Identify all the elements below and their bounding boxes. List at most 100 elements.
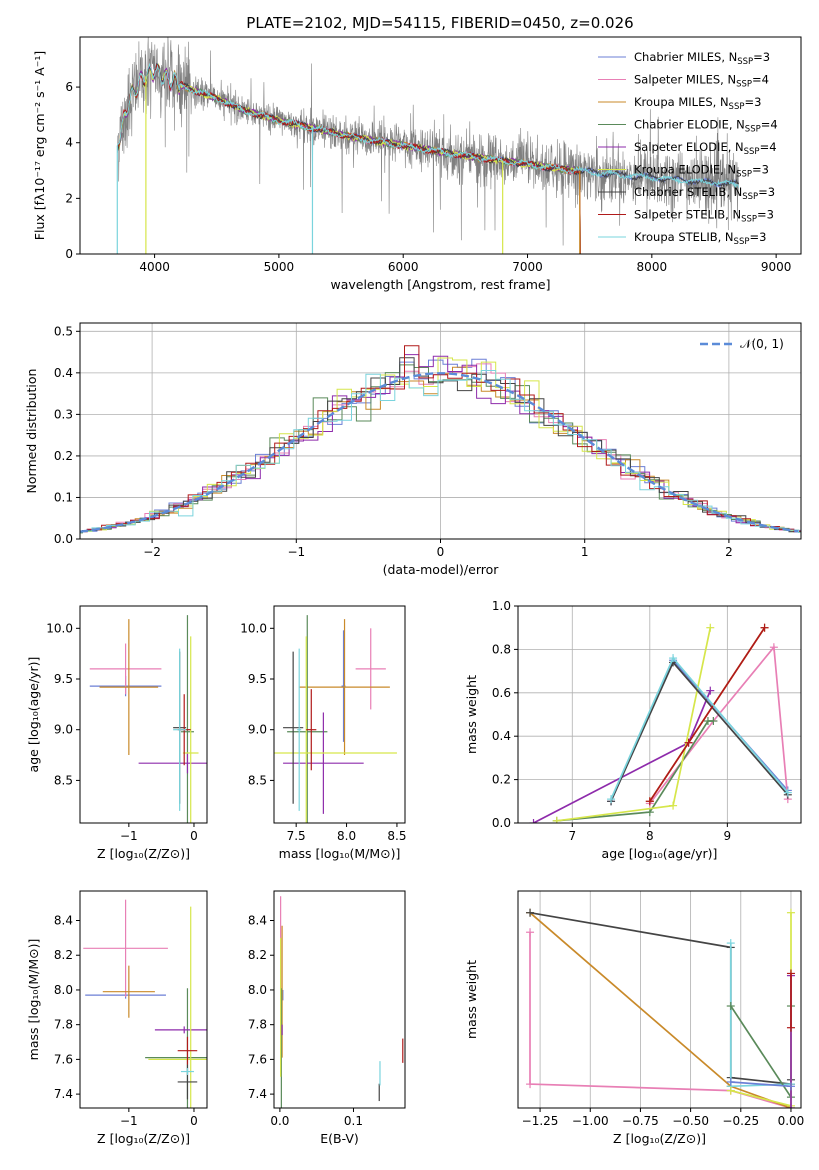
y-tick-label: 0.0 [492,816,511,830]
x-tick-label: 7 [568,829,576,843]
x-tick-label: −1 [287,545,305,559]
legend-entry: Chabrier MILES, NSSP=3 [634,50,770,67]
weight-line-kroupa-stelib [729,943,792,1088]
legend-value: =4 [752,73,769,87]
panel-mass_weight_vs_age: 7 8 9 0.0 0.2 0.4 0.6 0.8 1.0 age [log₁₀(age/yr)]… [464,599,802,861]
legend: Chabrier MILES, NSSP=3 Salpeter MILES, NS… [598,50,778,247]
legend-subscript: SSP [742,192,758,202]
legend-value: =3 [753,50,770,64]
y-tick-label: 10.0 [240,621,267,635]
x-axis-label: Z [log₁₀(Z/Z⊙)] [613,1131,706,1146]
model-line-kroupa-stelib [116,63,740,189]
y-tick-label: 0 [65,247,73,261]
y-axis-label: Normed distribution [24,369,39,494]
panel-age_vs_Z: −1 0 8.5 9.0 9.5 10.0 Z [log₁₀(Z/Z⊙)] age [log₁… [26,605,208,861]
y-tick-label: 0.5 [54,324,73,338]
x-tick-label: −1 [120,829,138,843]
y-tick-label: 7.4 [54,1087,73,1101]
legend-entry: Chabrier ELODIE, NSSP=4 [634,118,778,135]
legend-subscript: SSP [741,215,757,225]
plot-area [518,606,801,823]
x-tick-label: −0.25 [722,1114,759,1128]
y-tick-label: 7.6 [54,1052,73,1066]
y-tick-label: 9.0 [54,723,73,737]
legend: 𝒩(0, 1) [700,337,784,351]
y-tick-label: 6 [65,80,73,94]
panel-mass_vs_Z: −1 0 7.4 7.6 7.8 8.0 8.2 8.4 Z [log₁₀(Z/Z⊙)] mass… [26,890,208,1146]
y-tick-label: 8.5 [54,773,73,787]
y-tick-label: 0.8 [492,642,511,656]
x-tick-label: 8.0 [337,829,356,843]
legend-entry: Kroupa ELODIE, NSSP=3 [634,163,769,180]
y-tick-label: 9.5 [54,672,73,686]
plot-area [280,896,404,1108]
x-tick-label: −2 [143,545,161,559]
panel-residuals: −2 −1 0 1 2 0.0 0.1 0.2 0.3 0.4 0.5 (data-model)/er… [24,322,802,577]
x-tick-label: 7000 [512,260,543,274]
x-tick-label: 0 [190,829,198,843]
y-tick-label: 1.0 [492,599,511,613]
hist-step-salpeter-stelib [80,345,801,533]
panel-spectrum: 4000 5000 6000 7000 8000 9000 0 2 4 6 wavelength [… [32,36,802,292]
legend-value: =3 [752,163,769,177]
x-tick-label: 0 [190,1114,198,1128]
y-tick-label: 0.4 [54,366,73,380]
x-axis-label: age [log₁₀(age/yr)] [602,846,718,861]
axes-frame [79,890,208,1109]
legend-value: =4 [760,140,777,154]
x-tick-label: 0.0 [270,1114,289,1128]
plot-area [526,891,795,1108]
legend-value: =4 [761,118,778,132]
x-tick-label: 7.5 [287,829,306,843]
x-tick-label: −1 [120,1114,138,1128]
x-axis-label: Z [log₁₀(Z/Z⊙)] [97,1131,190,1146]
legend-subscript: SSP [736,80,752,90]
x-axis-label: wavelength [Angstrom, rest frame] [330,277,550,292]
y-tick-label: 8.2 [248,948,267,962]
legend-subscript: SSP [734,237,750,247]
y-tick-label: 0.0 [54,532,73,546]
legend-entry: Chabrier STELIB, NSSP=3 [634,185,775,202]
weight-line-chabrier-stelib [529,911,792,1086]
legend-value: =3 [749,230,766,244]
x-tick-label: 6000 [388,260,419,274]
weight-line-kroupa-elodie [556,627,712,822]
x-tick-label: 5000 [264,260,295,274]
weight-line-salpeter-stelib [649,627,766,802]
weight-line-kroupa-miles [529,912,792,1108]
y-tick-label: 8.0 [248,983,267,997]
axes-frame [79,36,802,255]
figure-title: PLATE=2102, MJD=54115, FIBERID=0450, z=0… [246,14,633,32]
legend-value: =3 [758,185,775,199]
axes-frame [79,605,208,824]
legend-entry: Kroupa STELIB, NSSP=3 [634,230,766,247]
weight-line-salpeter-miles [529,932,792,1108]
axes-frame [273,890,406,1109]
x-axis-label: (data-model)/error [383,562,500,577]
legend-subscript: SSP [744,147,760,157]
y-tick-label: 0.1 [54,490,73,504]
legend-entry: 𝒩(0, 1) [740,337,784,351]
axes-frame [273,605,406,824]
legend-value: =3 [744,95,761,109]
panel-mass_weight_vs_Z: −1.25 −1.00 −0.75 −0.50 −0.25 0.00 Z [log₁₀(Z/… [464,890,805,1146]
y-axis-label: Flux [fλ10⁻¹⁷ erg cm⁻² s⁻¹ A⁻¹] [32,51,47,240]
y-tick-label: 0.3 [54,407,73,421]
y-tick-label: 9.0 [248,723,267,737]
y-tick-label: 7.6 [248,1052,267,1066]
x-tick-label: 0 [437,545,445,559]
x-tick-label: 2 [725,545,733,559]
normal-curve-line [80,372,799,533]
x-tick-label: −0.75 [622,1114,659,1128]
y-tick-label: 7.8 [54,1018,73,1032]
x-tick-label: 0.1 [344,1114,363,1128]
legend-entry: Salpeter STELIB, NSSP=3 [634,208,774,225]
y-tick-label: 8.5 [248,773,267,787]
x-axis-label: mass [log₁₀(M/M⊙)] [279,846,401,861]
y-tick-label: 4 [65,136,73,150]
panel-age_vs_mass: 7.5 8.0 8.5 8.5 9.0 9.5 10.0 mass [log₁₀(M/M⊙)] [240,605,406,861]
y-tick-label: 0.4 [492,729,511,743]
x-tick-label: 0.00 [778,1114,805,1128]
hist-step-kroupa-elodie [80,357,801,533]
